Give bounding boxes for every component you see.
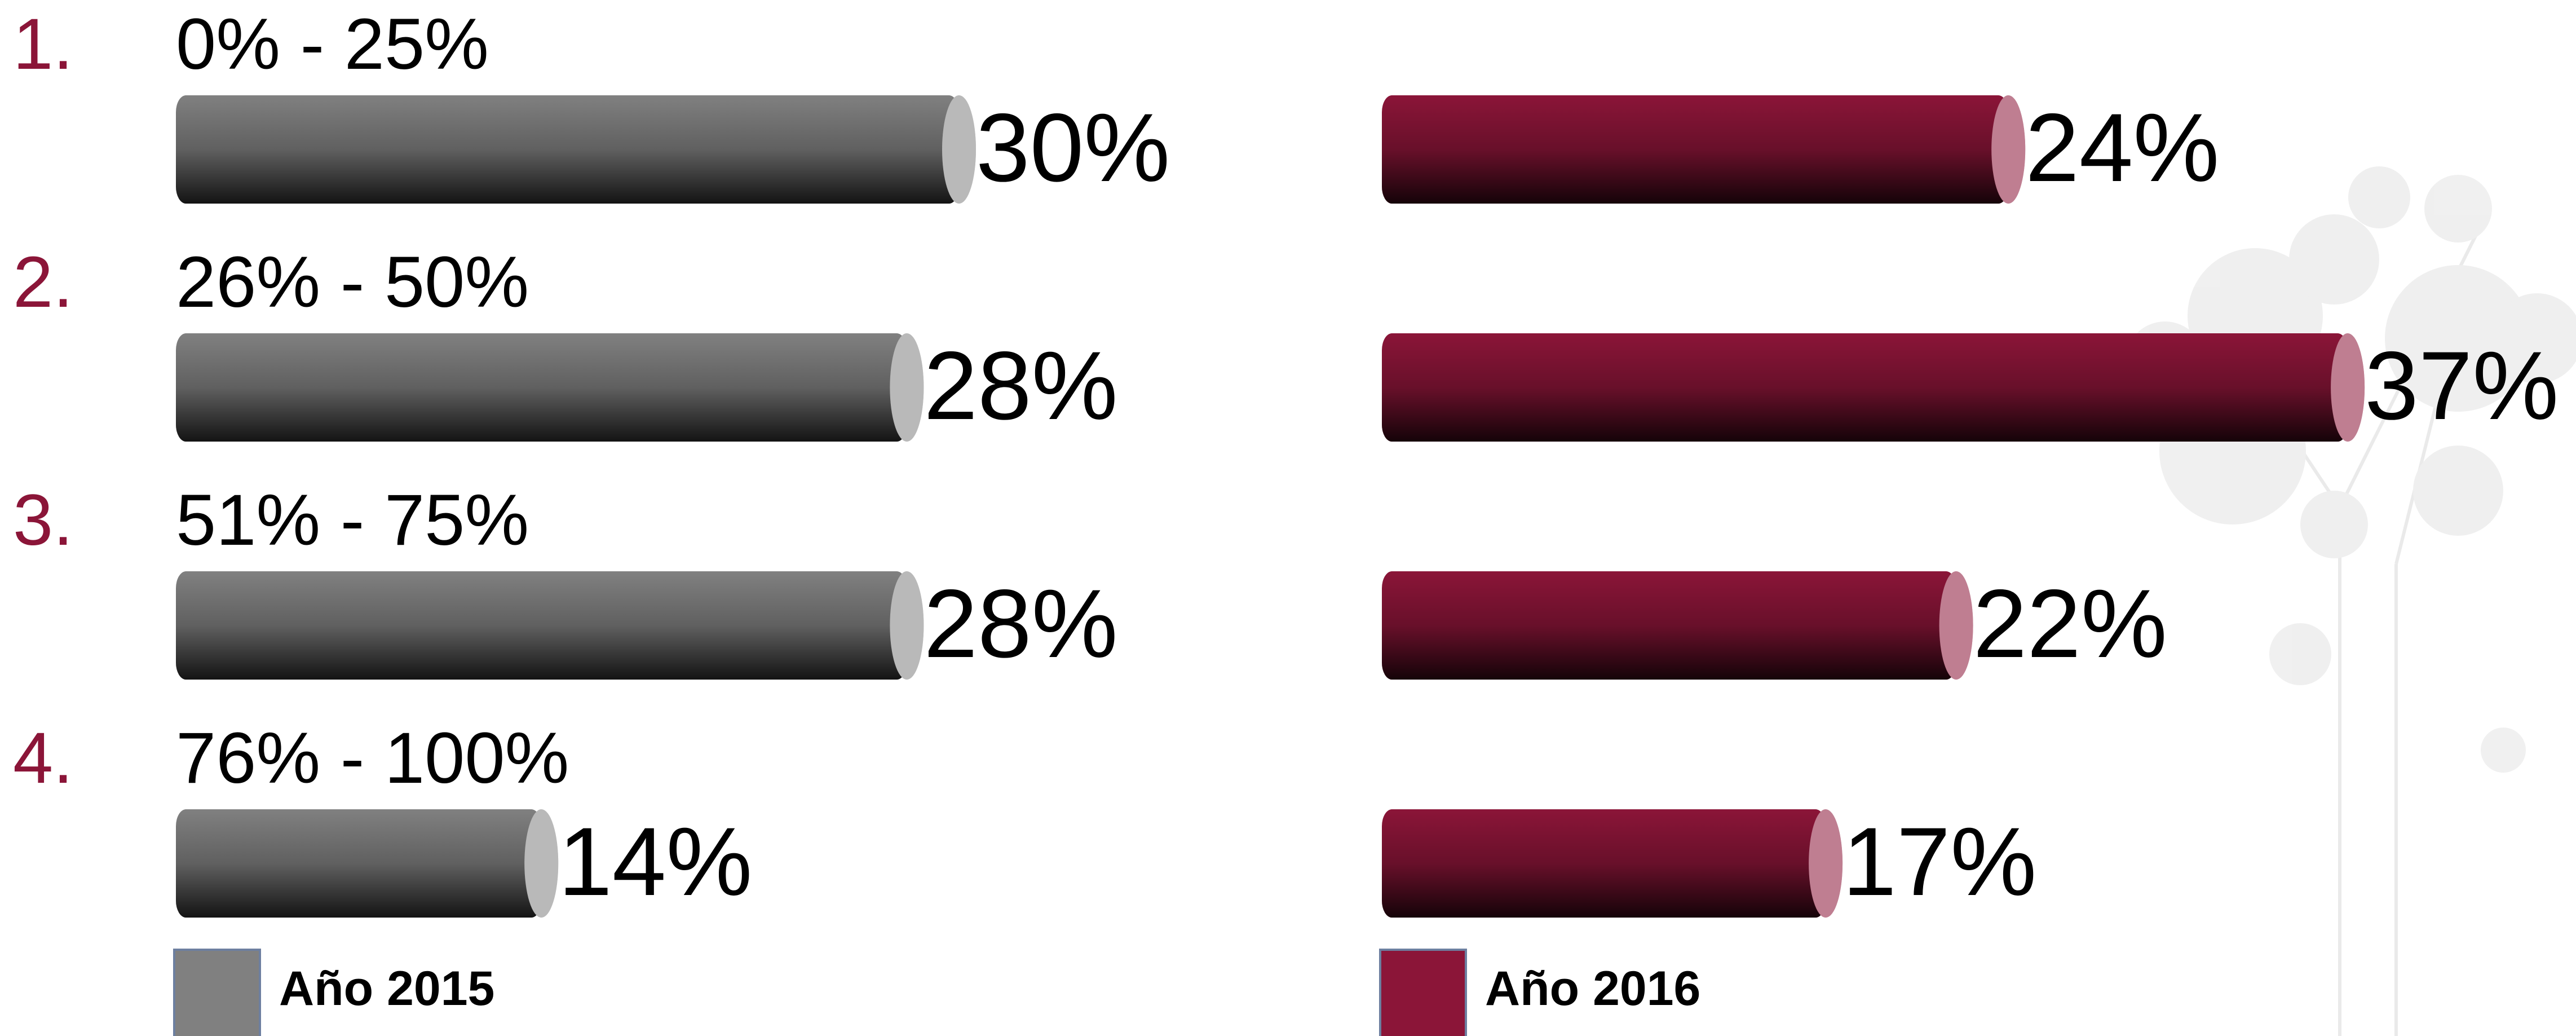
bar-shade	[176, 571, 907, 680]
value-label: 37%	[2365, 332, 2559, 440]
legend-swatch	[173, 949, 261, 1036]
bar-cap	[1991, 95, 2026, 204]
category-number: 2.	[13, 242, 73, 323]
bar-cap-highlight	[890, 571, 924, 680]
bar-shade	[1382, 333, 2348, 442]
bar-cap	[2331, 333, 2365, 442]
bar-cap-highlight	[1939, 571, 1973, 680]
value-label: 22%	[1973, 570, 2167, 678]
bar-shade	[176, 333, 907, 442]
bar-cap-highlight	[890, 333, 924, 442]
bar-cap	[524, 809, 559, 918]
category-label: 26% - 50%	[176, 242, 529, 323]
category-number: 1.	[13, 4, 73, 85]
bar-group	[176, 809, 559, 918]
bar-cap	[1809, 809, 1843, 918]
bar-cap	[890, 333, 924, 442]
bar-group	[1382, 571, 1973, 680]
bar-group	[176, 95, 976, 204]
category-number: 4.	[13, 718, 73, 799]
category-number: 3.	[13, 480, 73, 561]
legend-label: Año 2016	[1485, 962, 1700, 1016]
bar-shade	[1382, 809, 1826, 918]
bar-group	[176, 333, 924, 442]
legend-label: Año 2015	[279, 962, 494, 1016]
bar-cap	[1939, 571, 1973, 680]
bar-group	[1382, 333, 2365, 442]
value-label: 28%	[924, 570, 1117, 678]
plot-area: 1. 0% - 25% 2. 26% - 50% 3. 51% - 75% 4. 76% - …	[13, 4, 2559, 1036]
value-label: 28%	[924, 332, 1117, 440]
legend-swatch	[1379, 949, 1467, 1036]
value-label: 30%	[976, 94, 1170, 202]
category-label: 51% - 75%	[176, 480, 529, 561]
bar-cap	[890, 571, 924, 680]
bar-cap-highlight	[942, 95, 976, 204]
bar-shade	[176, 95, 959, 204]
bar-cap-highlight	[1991, 95, 2026, 204]
bar-group	[1382, 809, 1843, 918]
bar-shade	[1382, 95, 2009, 204]
category-label: 76% - 100%	[176, 718, 569, 799]
value-label: 24%	[2025, 94, 2219, 202]
bar-cap	[942, 95, 976, 204]
bar-shade	[176, 809, 542, 918]
bar-group	[176, 571, 924, 680]
bar-cap-highlight	[2331, 333, 2365, 442]
category-label: 0% - 25%	[176, 4, 489, 85]
value-label: 14%	[558, 808, 752, 916]
bar-shade	[1382, 571, 1956, 680]
bar-cap-highlight	[1809, 809, 1843, 918]
value-label: 17%	[1842, 808, 2036, 916]
bar-group	[1382, 95, 2026, 204]
background-decoration	[2126, 166, 2576, 1036]
bar-cap-highlight	[524, 809, 559, 918]
